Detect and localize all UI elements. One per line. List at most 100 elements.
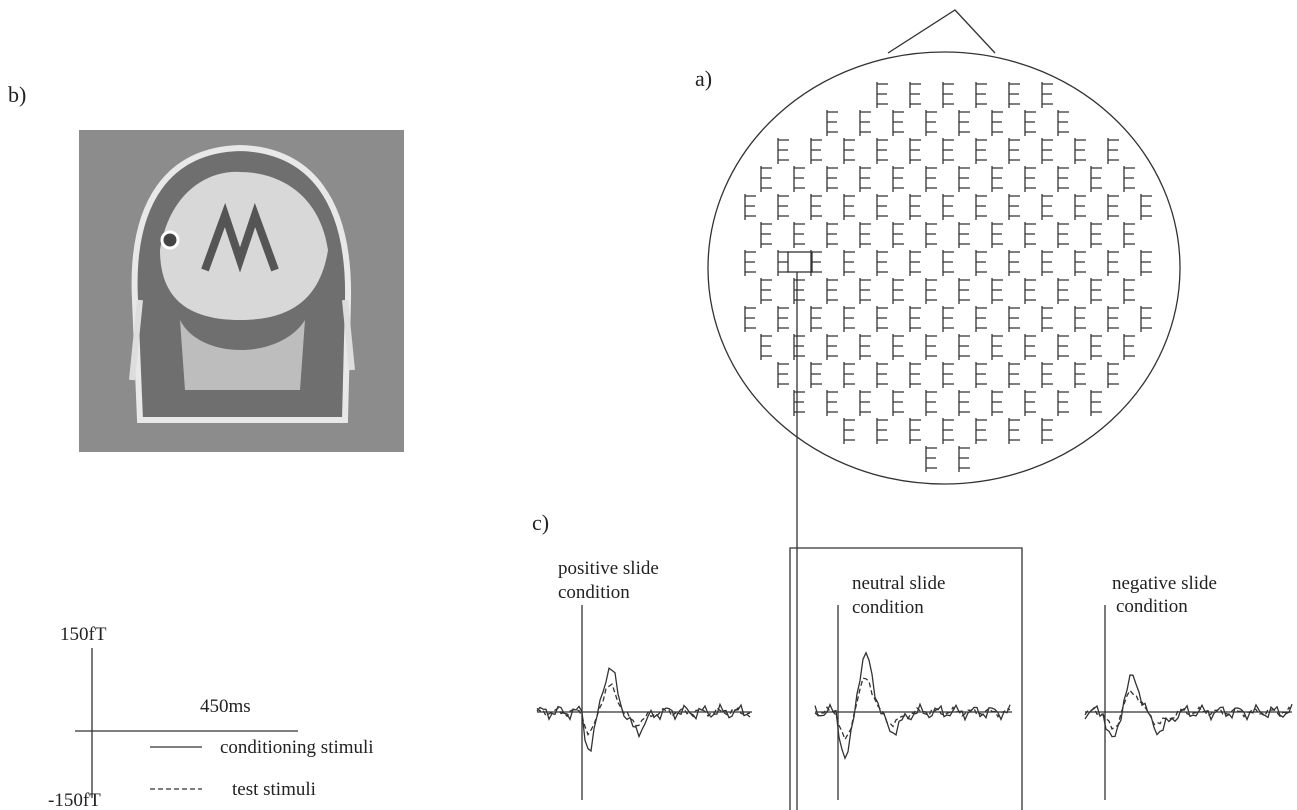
sensor xyxy=(844,418,855,444)
conditioning-wave xyxy=(1085,675,1292,737)
sensor xyxy=(976,362,987,388)
sensor xyxy=(943,362,954,388)
sensor xyxy=(1124,166,1135,192)
sensor xyxy=(761,278,772,304)
sensor xyxy=(877,306,888,332)
sensor xyxy=(1058,110,1069,136)
sensor xyxy=(1009,82,1020,108)
sensor xyxy=(1108,250,1119,276)
sensor xyxy=(877,138,888,164)
sensor xyxy=(794,166,805,192)
sensor xyxy=(943,138,954,164)
sensor xyxy=(778,306,789,332)
sensor xyxy=(926,110,937,136)
sensor xyxy=(926,222,937,248)
sensor xyxy=(1141,250,1152,276)
sensor-map xyxy=(708,10,1180,810)
panel-label: b) xyxy=(8,82,26,107)
sensor xyxy=(844,250,855,276)
scale-label: 450ms xyxy=(200,696,251,717)
legend-label: conditioning stimuli xyxy=(220,737,374,758)
sensor xyxy=(959,110,970,136)
condition-title: condition xyxy=(558,582,630,603)
sensor xyxy=(1042,138,1053,164)
sensor xyxy=(844,306,855,332)
test-wave xyxy=(815,678,1010,739)
sensor xyxy=(1058,390,1069,416)
sensor xyxy=(943,306,954,332)
sensor xyxy=(959,166,970,192)
sensor xyxy=(1009,306,1020,332)
sensor xyxy=(827,390,838,416)
sensor xyxy=(976,194,987,220)
sensor xyxy=(827,278,838,304)
sensor xyxy=(761,166,772,192)
sensor xyxy=(877,194,888,220)
sensor xyxy=(959,390,970,416)
figure: b) a) c) 150fT -150fT 450ms conditioning… xyxy=(0,0,1297,810)
sensor xyxy=(860,166,871,192)
scale-bar xyxy=(75,648,298,798)
sensor xyxy=(976,306,987,332)
sensor xyxy=(1042,418,1053,444)
sensor xyxy=(976,250,987,276)
sensor xyxy=(877,418,888,444)
sensor xyxy=(893,110,904,136)
sensor xyxy=(893,166,904,192)
condition-title: condition xyxy=(852,597,924,618)
sensor xyxy=(992,278,1003,304)
sensor xyxy=(1108,138,1119,164)
condition-title: condition xyxy=(1116,596,1188,617)
sensor xyxy=(992,334,1003,360)
sensor xyxy=(860,334,871,360)
sensor xyxy=(1124,278,1135,304)
sensor xyxy=(943,194,954,220)
sensor xyxy=(1042,250,1053,276)
sensor xyxy=(1009,362,1020,388)
sensor xyxy=(893,334,904,360)
sensor xyxy=(844,194,855,220)
sensor xyxy=(910,138,921,164)
sensor xyxy=(1009,138,1020,164)
sensor xyxy=(910,362,921,388)
sensor xyxy=(1091,278,1102,304)
sensor xyxy=(1075,138,1086,164)
sensor xyxy=(1025,278,1036,304)
sensor xyxy=(992,166,1003,192)
sensor xyxy=(1058,278,1069,304)
sensor xyxy=(910,194,921,220)
sensor xyxy=(1141,194,1152,220)
sensor xyxy=(1009,194,1020,220)
sensor xyxy=(844,138,855,164)
sensor xyxy=(761,334,772,360)
sensor xyxy=(1075,194,1086,220)
sensor xyxy=(827,334,838,360)
sensor xyxy=(1091,334,1102,360)
sensor xyxy=(860,278,871,304)
sensor xyxy=(1124,222,1135,248)
sensor xyxy=(860,222,871,248)
sensor xyxy=(992,390,1003,416)
sensor xyxy=(1075,306,1086,332)
sensor xyxy=(1075,362,1086,388)
sensor xyxy=(811,194,822,220)
sensor xyxy=(877,362,888,388)
sensor xyxy=(1108,362,1119,388)
sensor xyxy=(745,306,756,332)
sensor xyxy=(1091,390,1102,416)
waveforms xyxy=(537,605,1292,800)
sensor xyxy=(926,166,937,192)
sensor xyxy=(827,110,838,136)
sensor xyxy=(1108,194,1119,220)
sensor xyxy=(811,306,822,332)
sensor xyxy=(943,82,954,108)
sensor xyxy=(877,250,888,276)
sensor xyxy=(1108,306,1119,332)
condition-title: negative slide xyxy=(1112,573,1217,594)
sensor xyxy=(976,138,987,164)
sensor xyxy=(778,362,789,388)
sensor xyxy=(926,390,937,416)
legend-label: test stimuli xyxy=(232,779,316,800)
sensor xyxy=(1058,166,1069,192)
sensor xyxy=(1141,306,1152,332)
